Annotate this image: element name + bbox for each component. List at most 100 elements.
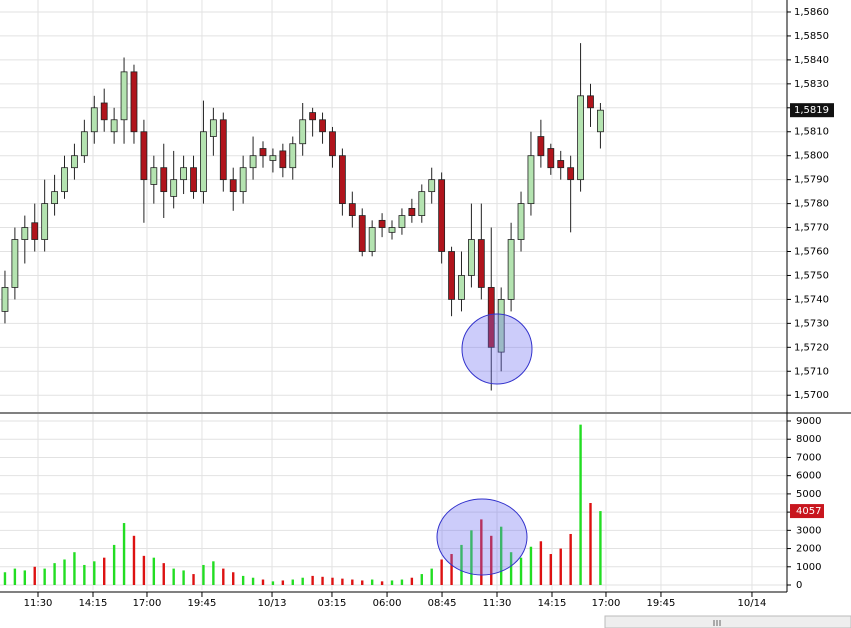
candle-body bbox=[170, 179, 178, 197]
candle-body bbox=[507, 239, 515, 300]
candle-body bbox=[587, 95, 594, 109]
y-tick-label: 1,5710 bbox=[794, 366, 829, 377]
x-tick-label: 03:15 bbox=[318, 598, 347, 609]
volume-bar bbox=[172, 568, 175, 586]
volume-bar bbox=[83, 564, 86, 586]
candle-body bbox=[497, 299, 505, 353]
scrollbar[interactable] bbox=[604, 615, 851, 628]
y-tick-label: 1,5760 bbox=[794, 247, 829, 258]
volume-bar bbox=[450, 554, 453, 586]
candle-body bbox=[200, 131, 207, 193]
candle-body bbox=[229, 179, 237, 193]
y-tick-label: 0 bbox=[796, 580, 802, 591]
volume-bar bbox=[599, 511, 602, 586]
volume-bar bbox=[43, 568, 46, 586]
candle-body bbox=[358, 215, 366, 252]
candle-body bbox=[100, 102, 108, 121]
candle-body bbox=[279, 150, 287, 169]
candle-body bbox=[21, 227, 29, 240]
candle-body bbox=[289, 143, 297, 169]
candle-body bbox=[398, 215, 406, 228]
x-tick-label: 10/13 bbox=[258, 598, 287, 609]
candle-body bbox=[378, 219, 386, 228]
volume-bar bbox=[122, 523, 126, 586]
volume-bar bbox=[559, 548, 562, 586]
x-tick-label: 19:45 bbox=[188, 598, 217, 609]
volume-bar bbox=[232, 572, 235, 586]
volume-bar bbox=[351, 579, 354, 586]
volume-bar bbox=[222, 568, 225, 586]
marks bbox=[1, 43, 604, 586]
candle-body bbox=[249, 155, 257, 169]
volume-bar bbox=[420, 574, 423, 586]
candle-body bbox=[567, 167, 575, 181]
y-tick-label: 1,5840 bbox=[794, 55, 829, 66]
candle-body bbox=[209, 119, 217, 137]
candle-body bbox=[487, 287, 495, 348]
candle-body bbox=[71, 155, 78, 169]
volume-bar bbox=[321, 576, 324, 586]
current-price-box bbox=[790, 103, 834, 118]
candle-body bbox=[577, 95, 584, 181]
y-tick-label: 1,5800 bbox=[794, 151, 829, 162]
volume-bar bbox=[490, 535, 493, 586]
candle-body bbox=[160, 167, 168, 193]
volume-bar bbox=[331, 577, 334, 586]
y-tick-label: 1,5780 bbox=[794, 199, 829, 210]
y-tick-label: 1,5750 bbox=[794, 270, 829, 281]
volume-bar bbox=[509, 552, 513, 586]
candle-body bbox=[140, 131, 148, 181]
volume-bar bbox=[241, 575, 245, 586]
current-price-label: 1,5819 bbox=[794, 105, 829, 116]
volume-bar bbox=[13, 568, 17, 586]
y-tick-label: 1,5810 bbox=[794, 127, 829, 138]
last-volume-box bbox=[790, 504, 824, 519]
y-tick-label: 1,5850 bbox=[794, 31, 829, 42]
volume-bar bbox=[579, 424, 582, 586]
x-tick-label: 11:30 bbox=[24, 598, 53, 609]
volume-bar bbox=[132, 535, 136, 586]
volume-bar bbox=[529, 546, 533, 586]
candle-body bbox=[150, 167, 158, 185]
volume-bar bbox=[142, 555, 146, 586]
volume-bar bbox=[480, 519, 483, 586]
y-tick-label: 1,5770 bbox=[794, 223, 829, 234]
candle-body bbox=[110, 119, 118, 133]
volume-bar bbox=[23, 570, 27, 586]
volume-bar bbox=[162, 563, 165, 586]
candle-body bbox=[329, 131, 336, 157]
volume-bar bbox=[569, 533, 572, 586]
volume-bar bbox=[3, 572, 7, 586]
candle-body bbox=[120, 71, 128, 121]
y-tick-label: 6000 bbox=[796, 471, 821, 482]
y-tick-label: 2000 bbox=[796, 544, 821, 555]
candle-body bbox=[418, 191, 426, 216]
volume-bar bbox=[470, 530, 473, 586]
y-tick-label: 1,5740 bbox=[794, 294, 829, 305]
candle-body bbox=[348, 203, 356, 216]
candle-body bbox=[180, 167, 188, 181]
candle-body bbox=[527, 155, 535, 205]
volume-bar bbox=[261, 579, 265, 586]
volume-bar bbox=[192, 574, 195, 586]
candle-body bbox=[130, 71, 138, 133]
y-tick-label: 1,5830 bbox=[794, 79, 829, 90]
x-tick-label: 17:00 bbox=[592, 598, 621, 609]
volume-bar bbox=[370, 579, 374, 586]
volume-bar bbox=[460, 544, 463, 586]
candle-body bbox=[259, 148, 267, 157]
grid bbox=[0, 0, 787, 590]
candle-body bbox=[239, 167, 247, 193]
y-tick-label: 9000 bbox=[796, 416, 821, 427]
candle-body bbox=[51, 191, 58, 205]
volume-bar bbox=[112, 544, 116, 586]
x-tick-label: 17:00 bbox=[133, 598, 162, 609]
volume-bar bbox=[380, 581, 384, 586]
volume-bar bbox=[202, 564, 205, 586]
x-tick-label: 14:15 bbox=[79, 598, 108, 609]
candle-body bbox=[41, 203, 49, 240]
candle-body bbox=[597, 109, 604, 133]
volume-bar bbox=[430, 568, 433, 586]
x-tick-label: 10/14 bbox=[738, 598, 767, 609]
